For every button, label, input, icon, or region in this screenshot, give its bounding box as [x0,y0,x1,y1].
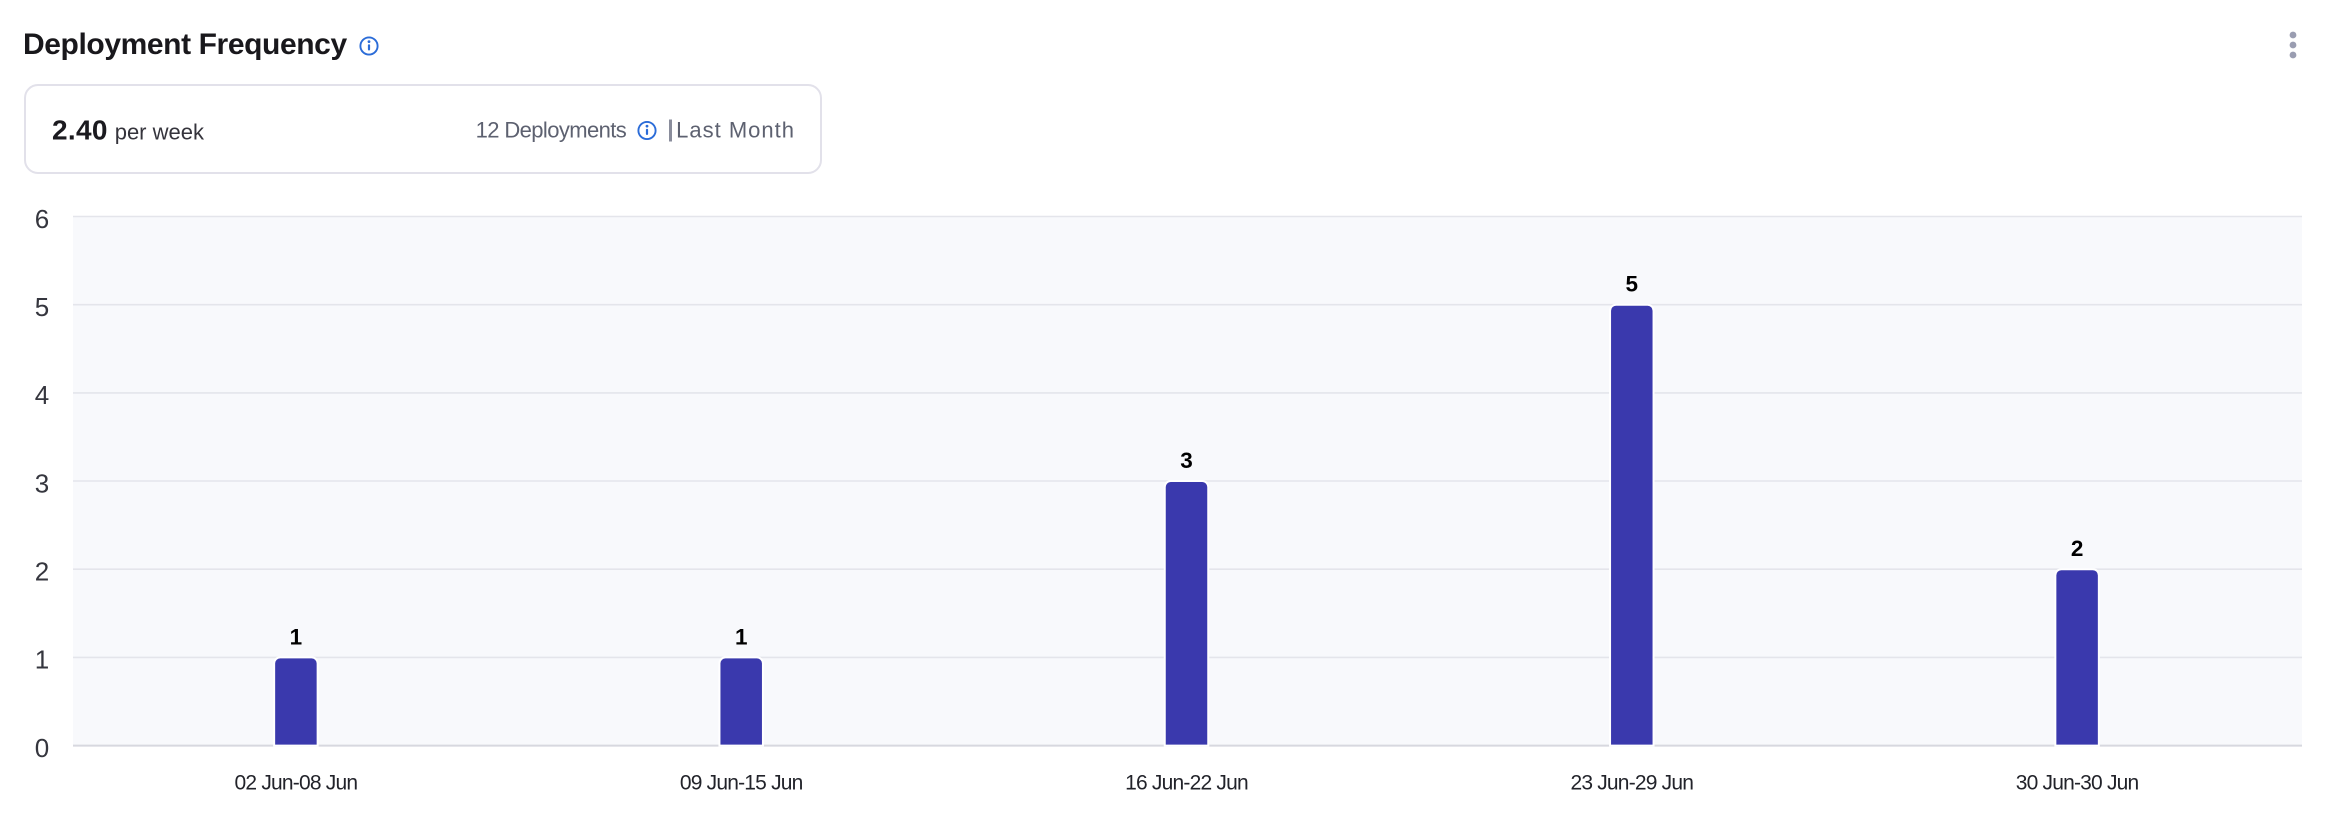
svg-text:1: 1 [290,624,303,649]
svg-text:1: 1 [735,624,748,649]
svg-text:16 Jun-22 Jun: 16 Jun-22 Jun [1125,772,1248,795]
svg-text:0: 0 [35,733,49,763]
svg-text:5: 5 [1626,272,1639,297]
svg-text:02 Jun-08 Jun: 02 Jun-08 Jun [235,772,358,795]
svg-text:2: 2 [35,557,49,587]
svg-text:23 Jun-29 Jun: 23 Jun-29 Jun [1570,772,1693,795]
svg-text:30 Jun-30 Jun: 30 Jun-30 Jun [2016,772,2139,795]
svg-text:5: 5 [35,292,49,322]
svg-text:09 Jun-15 Jun: 09 Jun-15 Jun [680,772,803,795]
svg-text:1: 1 [35,645,49,675]
svg-text:3: 3 [35,468,49,498]
svg-text:4: 4 [35,380,49,410]
svg-text:3: 3 [1180,448,1193,473]
svg-text:2: 2 [2071,536,2084,561]
svg-text:6: 6 [35,204,49,234]
